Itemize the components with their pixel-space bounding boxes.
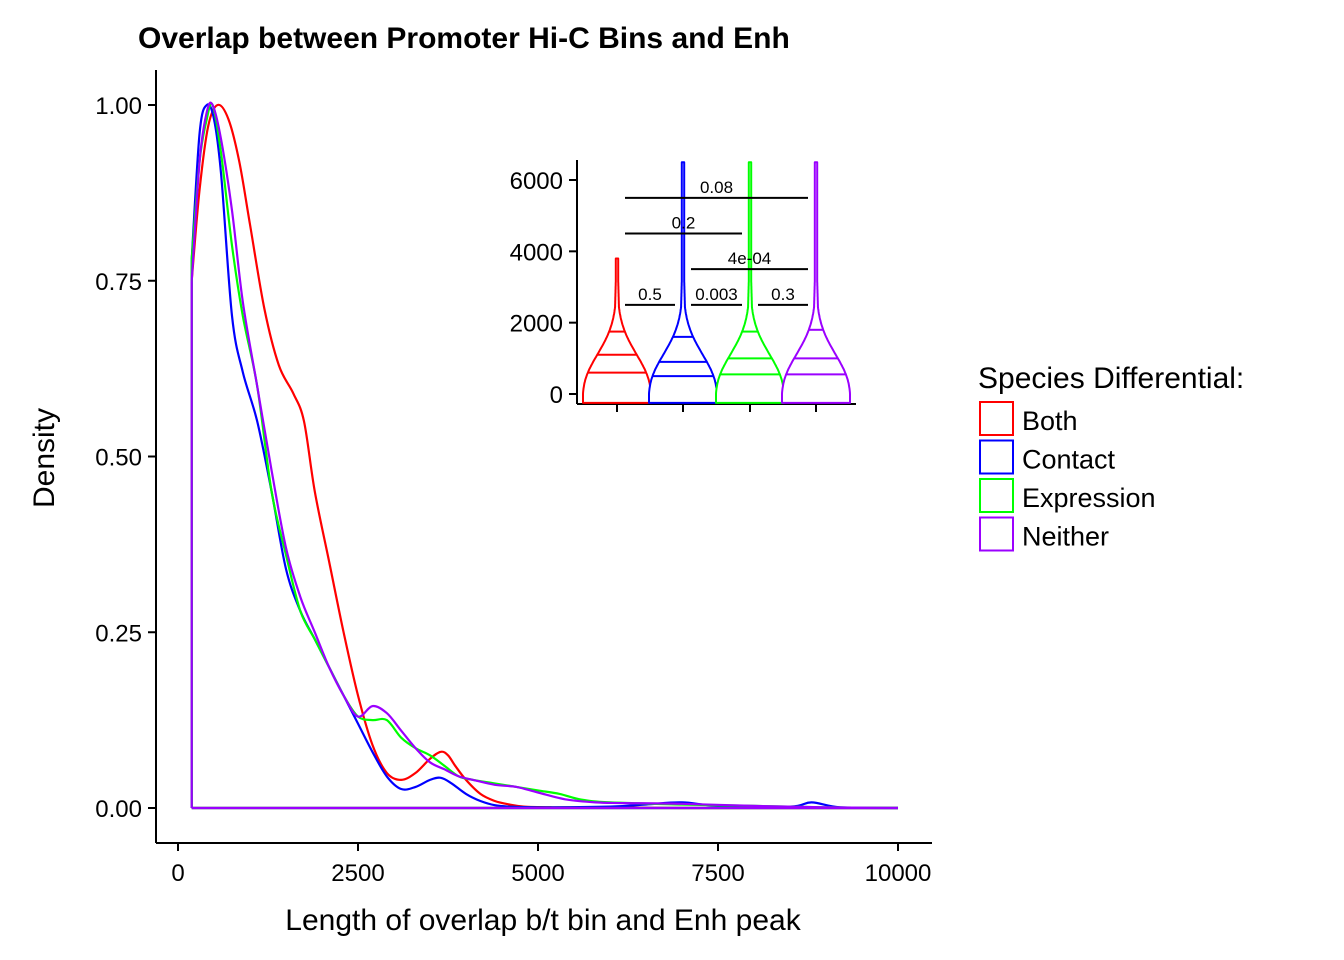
chart-title: Overlap between Promoter Hi-C Bins and E… <box>138 22 790 55</box>
main-plot: 0.000.250.500.751.000 2500 5000 7500 10000 <box>95 70 932 887</box>
x-tick-label: 7500 <box>691 860 744 887</box>
legend-key-both <box>979 401 1014 436</box>
legend-title: Species Differential: <box>978 362 1244 395</box>
y-tick-label: 0.25 <box>95 620 142 647</box>
y-axis-title: Density <box>28 408 61 508</box>
legend-label-neither: Neither <box>1022 522 1109 552</box>
density-line-neither <box>190 101 899 810</box>
x-tick-label: 2500 <box>331 860 384 887</box>
legend-key-expression <box>979 478 1014 513</box>
x-axis-title: Length of overlap b/t bin and Enh peak <box>285 904 801 937</box>
comparison-pvalue: 0.3 <box>771 285 795 304</box>
legend-label-both: Both <box>1022 406 1078 436</box>
density-line-both <box>190 103 898 810</box>
comparison-pvalue: 0.2 <box>672 214 696 233</box>
comparison-pvalue: 0.003 <box>695 285 738 304</box>
x-tick-label: 10000 <box>865 860 932 887</box>
inset-y-tick-label: 0 <box>550 382 563 409</box>
violin-contact <box>648 161 718 404</box>
comparison-pvalue: 0.5 <box>638 285 662 304</box>
y-tick-label: 0.00 <box>95 796 142 823</box>
legend-key-neither <box>979 516 1014 552</box>
y-tick-label: 1.00 <box>95 93 142 120</box>
inset-y-tick-label: 6000 <box>510 168 563 195</box>
y-tick-label: 0.75 <box>95 269 142 296</box>
density-line-contact <box>190 103 899 810</box>
violin-expression <box>715 161 785 404</box>
density-line-expression <box>190 102 899 810</box>
x-tick-label: 0 <box>171 860 184 887</box>
inset-y-tick-label: 4000 <box>510 239 563 266</box>
inset-violin-plot: 0 2000 4000 6000 0.5 0.003 0.34e-04 0.20.08 <box>510 160 856 412</box>
x-tick-label: 5000 <box>511 860 564 887</box>
legend-label-contact: Contact <box>1022 445 1116 475</box>
violin-neither <box>781 161 851 404</box>
legend-label-expression: Expression <box>1022 483 1156 513</box>
y-tick-label: 0.50 <box>95 445 142 472</box>
inset-y-tick-label: 2000 <box>510 311 563 338</box>
legend-key-contact <box>979 439 1014 475</box>
legend: Both Contact Expression Neither <box>979 401 1156 552</box>
comparison-pvalue: 4e-04 <box>728 249 771 268</box>
comparison-pvalue: 0.08 <box>700 178 733 197</box>
